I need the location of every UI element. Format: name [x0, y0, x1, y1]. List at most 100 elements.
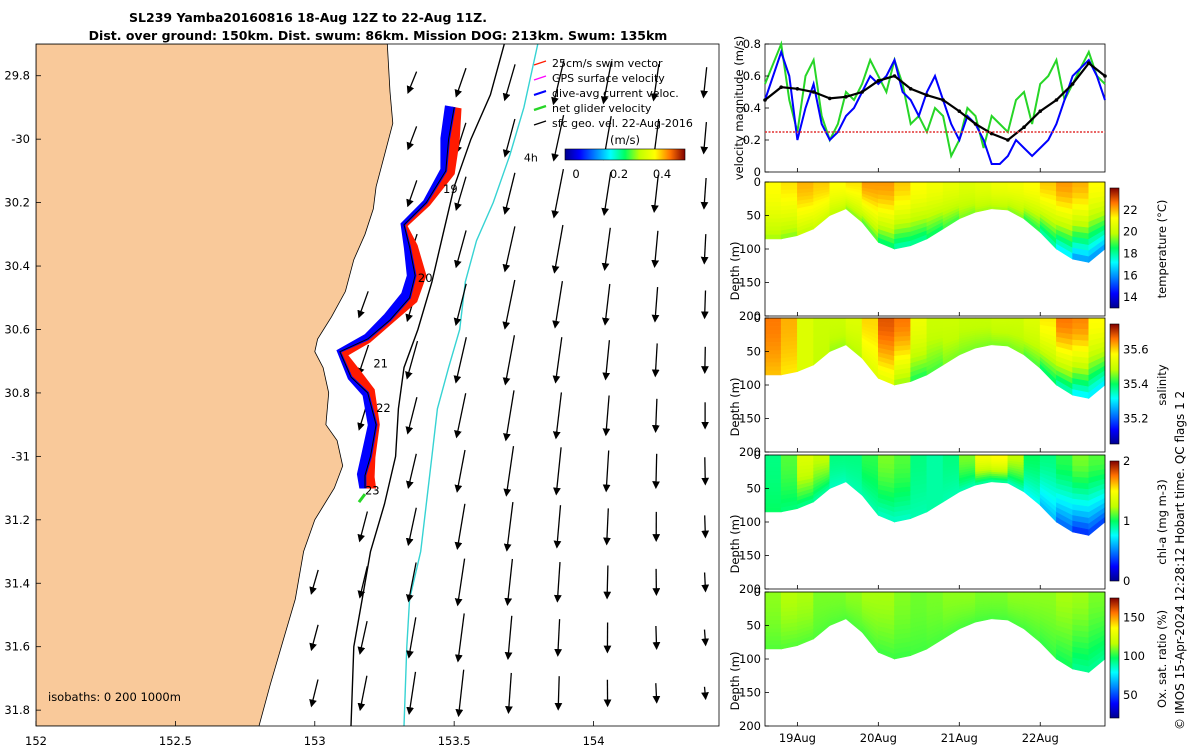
- legend-label: dive-avg current veloc.: [552, 87, 679, 100]
- section-cell: [764, 595, 782, 601]
- legend-dive-avg-velocity: dive-avg current veloc.: [533, 87, 679, 100]
- geo-velocity-arrow: [454, 176, 467, 211]
- section-y-tick-label: 100: [739, 378, 761, 392]
- legend-net-glider-velocity: net glider velocity: [533, 102, 652, 115]
- section-cell: [780, 454, 798, 460]
- section-cell: [764, 612, 782, 617]
- section-y-tick-label: 200: [739, 309, 761, 323]
- section-cell: [764, 206, 782, 211]
- map-y-tick-label: 29.8: [4, 69, 30, 83]
- section-ylabel: Depth (m): [728, 652, 742, 711]
- geo-velocity-arrow: [601, 227, 611, 271]
- section-cell: [780, 321, 798, 327]
- day-labels: 19 20 21 22 23: [365, 182, 458, 497]
- section-cell: [764, 334, 782, 339]
- section-colorbar: [1109, 460, 1120, 582]
- geo-velocity-arrow: [551, 168, 565, 219]
- section-ylabel: Depth (m): [728, 515, 742, 574]
- section-cell: [764, 354, 782, 359]
- map-x-ticks: 152 152.5 153 153.5 154: [25, 721, 605, 748]
- geo-velocity-arrow: [651, 287, 660, 323]
- section-cell: [894, 591, 911, 598]
- section-cell: [780, 591, 798, 597]
- geo-velocity-arrow: [505, 672, 513, 715]
- section-cell: [764, 591, 782, 597]
- velocity-point: [1070, 82, 1075, 86]
- day-label: 19: [443, 182, 458, 196]
- section-cell: [1072, 192, 1090, 200]
- velocity-point: [811, 90, 816, 94]
- geo-velocity-arrow: [552, 280, 564, 329]
- velocity-ylabel: velocity magnitude (m/s): [732, 36, 746, 181]
- geo-velocity-arrow: [406, 180, 418, 208]
- geo-velocity-arrow: [650, 64, 660, 102]
- section-cell: [764, 483, 782, 488]
- section-cell: [764, 202, 782, 207]
- geo-velocity-arrow: [554, 619, 563, 657]
- section-cell: [764, 329, 782, 335]
- colorbar-tick-label: 35.4: [1123, 377, 1149, 391]
- map-x-tick-label: 153.5: [438, 734, 471, 748]
- geo-velocity-arrow: [701, 457, 710, 486]
- section-panel-oxygen: 0 50 100 150 200 Depth (m) 50 100 150 Ox. sat. ra…: [728, 585, 1169, 733]
- section-cell: [1072, 602, 1090, 610]
- section-y-tick-label: 50: [746, 482, 761, 496]
- geo-velocity-arrow: [603, 508, 611, 546]
- section-cell: [764, 321, 782, 327]
- credit-text: © IMOS 15-Apr-2024 12:28:12 Hobart time.…: [1173, 391, 1187, 730]
- isobaths-label: isobaths: 0 200 1000m: [48, 690, 181, 704]
- geo-velocity-arrow: [651, 398, 660, 433]
- velocity-point: [844, 95, 848, 99]
- geo-velocity-arrow: [455, 669, 465, 718]
- velocity-y-tick-label: 0: [754, 165, 761, 179]
- velocity-point: [1054, 98, 1059, 102]
- section-cell: [1072, 328, 1090, 336]
- colorbar-tick-label: 50: [1123, 688, 1138, 702]
- geo-velocity-arrow: [502, 64, 516, 102]
- geo-velocity-arrow: [503, 446, 515, 497]
- velocity-point: [1022, 125, 1026, 129]
- section-cell: [764, 181, 782, 187]
- section-cell: [910, 181, 928, 187]
- geo-velocity-arrow: [700, 122, 709, 155]
- geo-velocity-arrow: [357, 620, 368, 655]
- velocity-point: [1006, 138, 1010, 142]
- geo-velocity-arrow: [502, 279, 516, 330]
- map-y-ticks: 29.8 -30 30.2 30.4 30.6 30.8 -31 31.2 31.4 31.6 31…: [4, 69, 41, 717]
- geo-velocity-arrow: [503, 390, 515, 442]
- time-tick-label: 21Aug: [941, 731, 978, 745]
- colorbar-tick-label: 35.6: [1123, 343, 1149, 357]
- section-cell: [764, 603, 782, 609]
- geo-velocity-arrow: [503, 502, 514, 552]
- map-y-tick-label: -31: [11, 449, 30, 463]
- section-cell: [764, 599, 782, 605]
- map-colorbar-title: (m/s): [610, 133, 640, 147]
- velocity-point: [795, 87, 800, 91]
- title-line-1: SL239 Yamba20160816 18-Aug 12Z to 22-Aug…: [129, 10, 487, 25]
- section-cell: [764, 462, 782, 468]
- section-cell: [764, 616, 782, 621]
- legend-label: GPS surface velocity: [552, 72, 665, 85]
- geo-velocity-arrow: [553, 447, 562, 496]
- day-label: 22: [376, 401, 391, 415]
- section-cell: [764, 466, 782, 472]
- section-cell: [764, 366, 782, 372]
- map-x-tick-label: 152.5: [159, 734, 192, 748]
- section-cell: [1072, 597, 1090, 604]
- isobath-1000m: [403, 44, 539, 726]
- section-cell: [894, 317, 911, 324]
- section-y-tick-label: 150: [739, 549, 761, 563]
- geo-velocity-arrow: [405, 397, 418, 435]
- velocity-y-tick-label: 0.8: [743, 37, 761, 51]
- section-cell: [910, 591, 928, 597]
- time-axis-ticks: 19Aug 20Aug 21Aug 22Aug: [779, 168, 1059, 745]
- velocity-y-tick-label: 0.6: [743, 69, 761, 83]
- section-cell: [764, 620, 782, 625]
- geo-velocity-arrow: [651, 230, 660, 268]
- geo-velocity-arrow: [309, 569, 319, 595]
- section-cell: [910, 454, 928, 460]
- geo-velocity-arrow: [700, 234, 709, 265]
- section-cell: [764, 632, 782, 637]
- colorbar-tick-label: 1: [1123, 514, 1130, 528]
